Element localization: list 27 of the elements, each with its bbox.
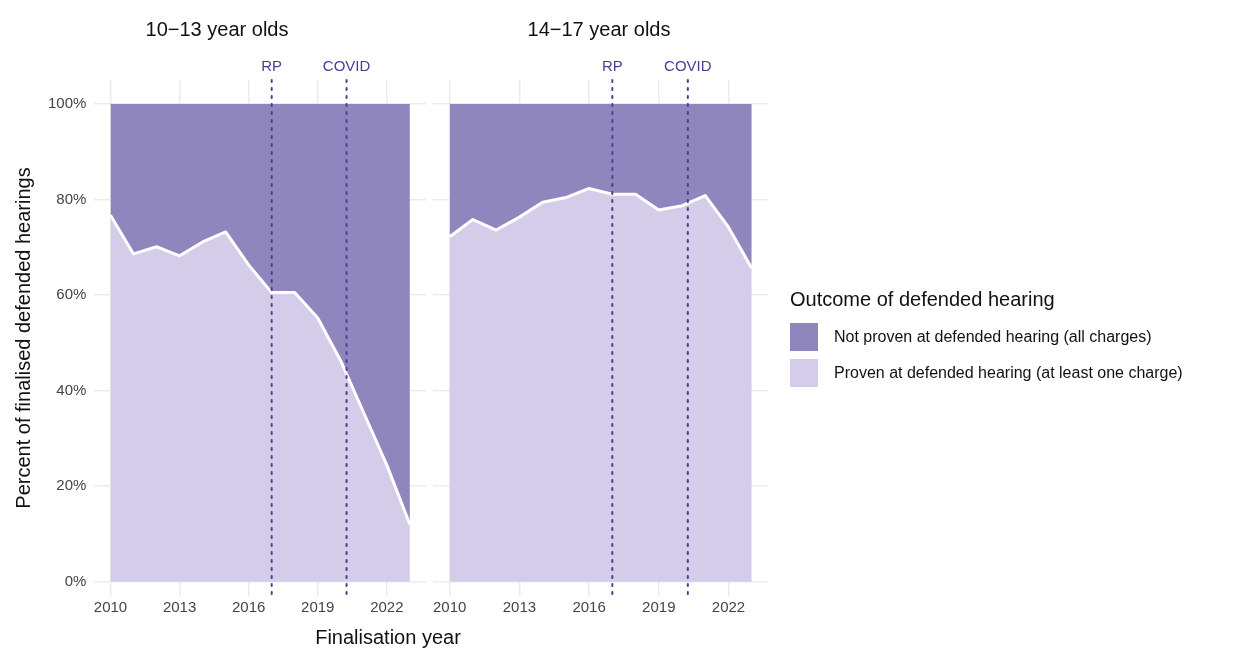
legend-label: Proven at defended hearing (at least one charge) — [834, 364, 1183, 382]
y-tick-label: 0% — [64, 571, 87, 589]
ref-line-label: RP — [601, 56, 623, 74]
y-axis-title: Percent of finalised defended hearings — [11, 167, 34, 509]
x-tick-label: 2013 — [162, 598, 197, 616]
x-tick-label: 2019 — [301, 598, 335, 616]
y-tick-label: 100% — [47, 94, 87, 112]
ref-line-label: RP — [261, 56, 283, 74]
x-tick-label: 2016 — [572, 598, 606, 616]
x-tick-label: 2019 — [642, 598, 676, 616]
legend-title: Outcome of defended hearing — [790, 288, 1056, 311]
x-tick-label: 2013 — [502, 598, 537, 616]
x-tick-label: 2022 — [370, 598, 404, 616]
chart-title: 14−17 year olds — [527, 17, 671, 40]
ref-line-label: COVID — [322, 56, 371, 74]
y-tick-label: 20% — [56, 476, 87, 494]
legend-label: Not proven at defended hearing (all charges) — [834, 328, 1152, 346]
x-axis-title: Finalisation year — [314, 626, 462, 649]
x-tick-label: 2010 — [433, 598, 467, 616]
x-tick-label: 2022 — [711, 598, 746, 616]
y-tick-label: 80% — [56, 189, 87, 207]
y-tick-label: 40% — [56, 380, 87, 398]
x-tick-label: 2016 — [231, 598, 266, 616]
x-tick-label: 2010 — [93, 598, 128, 616]
y-tick-label: 60% — [56, 285, 87, 303]
chart-title: 10−13 year olds — [145, 17, 289, 40]
ref-line-label: COVID — [664, 56, 712, 74]
